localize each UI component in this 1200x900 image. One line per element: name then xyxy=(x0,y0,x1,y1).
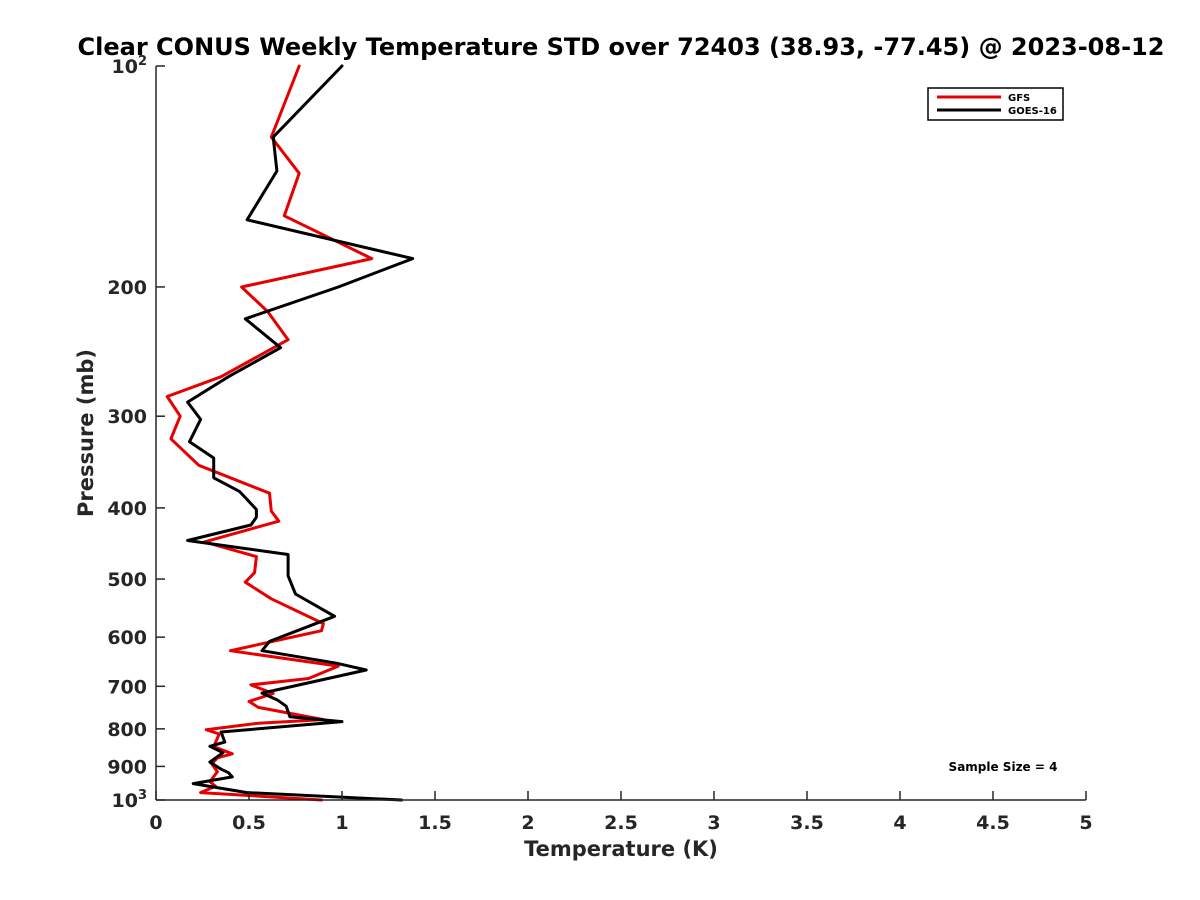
y-tick-label: 800 xyxy=(107,719,147,741)
legend-box xyxy=(927,87,1064,121)
y-tick-label: 600 xyxy=(107,627,147,649)
x-tick-label: 1.5 xyxy=(418,812,452,834)
legend-label-gfs: GFS xyxy=(1008,93,1030,104)
x-tick-label: 0 xyxy=(149,812,162,834)
sample-size-annotation: Sample Size = 4 xyxy=(949,760,1058,774)
x-tick-label: 2 xyxy=(521,812,534,834)
legend: GFS GOES-16 xyxy=(927,87,1064,121)
plot-area: 0 0.5 1 1.5 2 2.5 3 3.5 4 4.5 5 102 200 300 400 500 600 7… xyxy=(107,54,1092,834)
x-tick-label: 1 xyxy=(335,812,348,834)
x-tick-label: 2.5 xyxy=(604,812,638,834)
x-tick-label: 0.5 xyxy=(232,812,266,834)
y-tick-label: 700 xyxy=(107,676,147,698)
y-tick-label: 400 xyxy=(107,498,147,520)
x-tick-label: 4 xyxy=(893,812,906,834)
y-tick-label: 300 xyxy=(107,406,147,428)
chart-title: Clear CONUS Weekly Temperature STD over … xyxy=(78,33,1165,61)
legend-label-goes16: GOES-16 xyxy=(1008,106,1057,117)
y-tick-label: 102 xyxy=(112,54,148,78)
y-tick-label: 900 xyxy=(107,756,147,778)
series-line-goes16 xyxy=(186,64,415,802)
x-axis-label: Temperature (K) xyxy=(524,837,718,861)
x-tick-label: 3.5 xyxy=(790,812,824,834)
y-tick-label: 103 xyxy=(112,788,148,812)
series-line-gfs xyxy=(165,64,374,802)
x-tick-label: 5 xyxy=(1079,812,1092,834)
y-tick-label: 200 xyxy=(107,277,147,299)
x-tick-label: 4.5 xyxy=(976,812,1010,834)
x-tick-label: 3 xyxy=(707,812,720,834)
y-tick-label: 500 xyxy=(107,569,147,591)
y-axis-label: Pressure (mb) xyxy=(74,349,98,517)
